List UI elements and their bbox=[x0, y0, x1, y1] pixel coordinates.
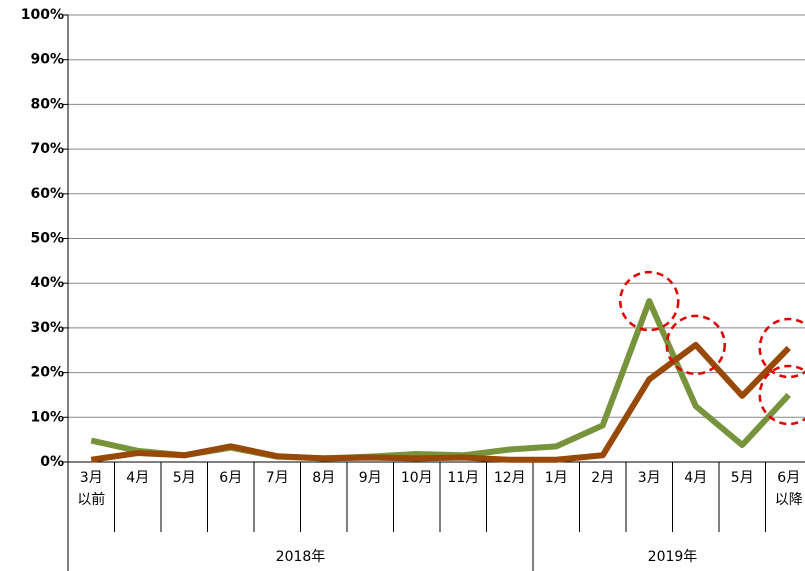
y-tick-label: 50% bbox=[30, 231, 64, 247]
x-tick-label: 3月 bbox=[80, 470, 103, 486]
y-tick-label: 0% bbox=[40, 454, 64, 470]
x-tick-label: 以前 bbox=[77, 491, 105, 508]
y-tick-label: 40% bbox=[30, 275, 64, 291]
series-line bbox=[90, 341, 791, 463]
x-tick-label: 4月 bbox=[684, 470, 707, 486]
x-tick-label: 5月 bbox=[173, 470, 196, 486]
series-line bbox=[90, 298, 791, 462]
highlight-circle bbox=[619, 270, 680, 332]
y-tick-label: 70% bbox=[30, 141, 64, 157]
x-tick-label: 以降 bbox=[775, 492, 803, 508]
y-tick-label: 80% bbox=[30, 96, 64, 112]
y-tick-label: 30% bbox=[30, 320, 64, 336]
x-tick-label: 12月 bbox=[494, 470, 526, 486]
y-tick-label: 10% bbox=[30, 409, 64, 425]
y-tick-label: 60% bbox=[30, 186, 64, 202]
x-tick-label: 8月 bbox=[312, 470, 335, 486]
x-tick-label: 10月 bbox=[401, 470, 433, 486]
x-tick-label: 11月 bbox=[447, 470, 479, 486]
highlight-circle bbox=[665, 314, 726, 376]
x-tick-label: 6月 bbox=[219, 470, 242, 486]
y-tick-label: 20% bbox=[30, 365, 64, 381]
y-tick-label: 100% bbox=[21, 7, 64, 23]
x-tick-label: 5月 bbox=[731, 470, 754, 486]
highlight-circle bbox=[758, 364, 805, 426]
x-tick-label: 7月 bbox=[266, 470, 289, 486]
x-tick-label: 4月 bbox=[126, 470, 149, 486]
x-tick-label: 1月 bbox=[545, 470, 568, 486]
x-tick-label: 9月 bbox=[359, 470, 382, 486]
group-label: 2019年 bbox=[648, 549, 698, 565]
y-tick-label: 90% bbox=[30, 52, 64, 68]
x-tick-label: 2月 bbox=[591, 470, 614, 486]
highlight-circle bbox=[758, 317, 805, 379]
group-label: 2018年 bbox=[276, 549, 326, 565]
x-tick-label: 3月 bbox=[638, 470, 661, 486]
x-tick-label: 6月 bbox=[777, 470, 800, 486]
